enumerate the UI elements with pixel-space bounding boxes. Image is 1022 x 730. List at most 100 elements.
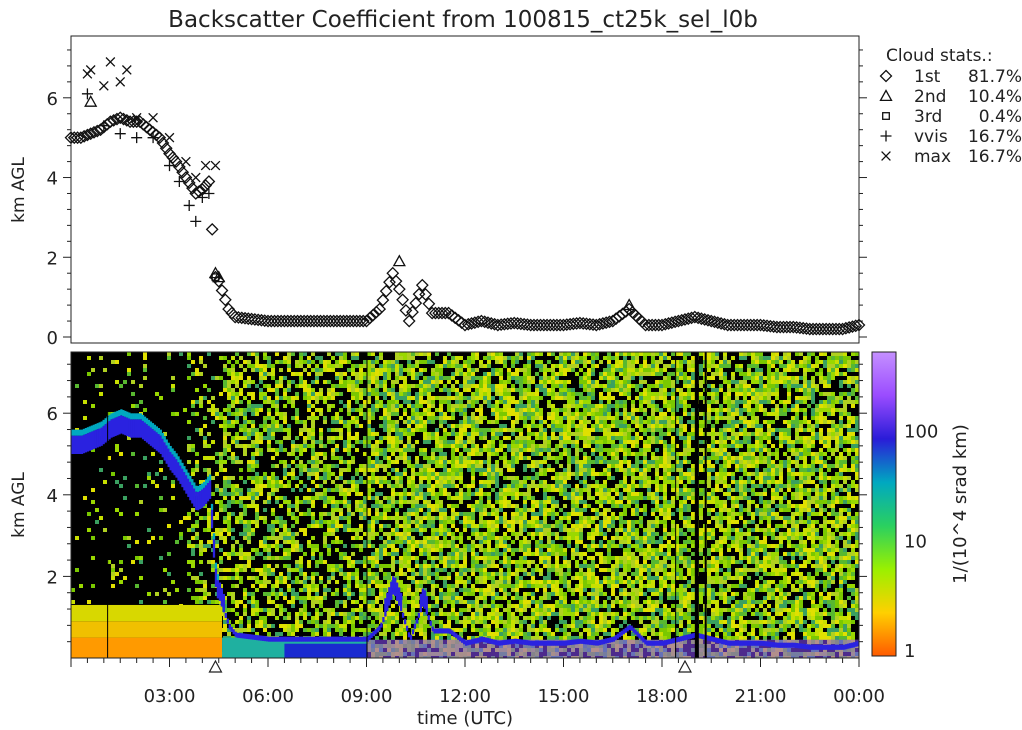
backscatter-cell [291,372,295,376]
backscatter-cell [339,456,343,460]
backscatter-cell [503,500,507,504]
backscatter-cell [423,624,427,628]
backscatter-cell [507,368,511,372]
backscatter-cell [247,532,251,536]
backscatter-cell [531,444,535,448]
backscatter-cell [355,416,359,420]
backscatter-cell [143,352,147,356]
backscatter-cell [451,468,455,472]
backscatter-cell [295,464,299,468]
backscatter-cell [543,460,547,464]
backscatter-cell [371,624,375,628]
backscatter-cell [243,360,247,364]
backscatter-cell [523,392,527,396]
backscatter-cell [539,428,543,432]
backscatter-cell [243,596,247,600]
backscatter-cell [423,468,427,472]
backscatter-cell [503,564,507,568]
backscatter-cell [375,624,379,628]
backscatter-cell [423,512,427,516]
backscatter-cell [199,400,203,404]
backscatter-cell [443,612,447,616]
backscatter-cell [315,616,319,620]
backscatter-cell [271,624,275,628]
backscatter-cell [371,444,375,448]
backscatter-cell [543,556,547,560]
backscatter-cell [351,352,355,356]
backscatter-cell [459,564,463,568]
backscatter-cell [299,568,303,572]
backscatter-cell [559,396,563,400]
backscatter-cell [443,460,447,464]
backscatter-cell [319,440,323,444]
backscatter-cell [355,600,359,604]
backscatter-cell [295,620,299,624]
backscatter-cell [435,396,439,400]
diamond-marker [465,317,478,330]
backscatter-cell [487,352,491,356]
backscatter-cell [215,540,219,544]
backscatter-cell [223,460,227,464]
backscatter-cell [383,572,387,576]
diamond-marker [130,115,144,129]
backscatter-cell [547,424,551,428]
backscatter-cell [239,552,243,556]
backscatter-cell [303,496,307,500]
backscatter-cell [347,564,351,568]
backscatter-cell [279,520,283,524]
backscatter-cell [547,552,551,556]
backscatter-cell [355,528,359,532]
backscatter-cell [411,492,415,496]
backscatter-cell [499,356,503,360]
backscatter-cell [259,364,263,368]
backscatter-cell [191,536,195,540]
backscatter-cell [559,440,563,444]
backscatter-cell [511,552,515,556]
y-tick-label: 2 [47,248,58,269]
legend-value: 16.7% [968,127,1022,147]
backscatter-cell [491,524,495,528]
backscatter-cell [395,400,399,404]
backscatter-cell [495,420,499,424]
backscatter-cell [287,588,291,592]
backscatter-cell [331,592,335,596]
backscatter-cell [183,516,187,520]
backscatter-cell [383,476,387,480]
backscatter-cell [447,416,451,420]
backscatter-cell [503,516,507,520]
backscatter-cell [227,360,231,364]
backscatter-cell [403,460,407,464]
backscatter-cell [215,512,219,516]
backscatter-cell [359,440,363,444]
backscatter-cell [439,512,443,516]
backscatter-cell [543,524,547,528]
backscatter-cell [379,372,383,376]
backscatter-cell [255,492,259,496]
backscatter-cell [511,384,515,388]
backscatter-cell [319,408,323,412]
backscatter-cell [531,476,535,480]
backscatter-cell [287,616,291,620]
backscatter-cell [311,500,315,504]
backscatter-cell [387,432,391,436]
backscatter-cell [135,540,139,544]
backscatter-cell [479,396,483,400]
backscatter-cell [503,436,507,440]
backscatter-cell [559,484,563,488]
backscatter-cell [399,632,403,636]
backscatter-cell [411,520,415,524]
backscatter-cell [167,524,171,528]
backscatter-cell [395,528,399,532]
backscatter-cell [291,540,295,544]
backscatter-cell [335,436,339,440]
backscatter-cell [555,392,559,396]
backscatter-cell [491,480,495,484]
backscatter-cell [479,592,483,596]
backscatter-cell [463,620,467,624]
backscatter-cell [231,400,235,404]
backscatter-cell [431,532,435,536]
backscatter-cell [191,528,195,532]
backscatter-cell [283,616,287,620]
cloud-stats-legend: Cloud stats.:1st 81.7%2nd 10.4%3rd 0.4%vvis… [879,46,1022,167]
backscatter-cell [303,612,307,616]
